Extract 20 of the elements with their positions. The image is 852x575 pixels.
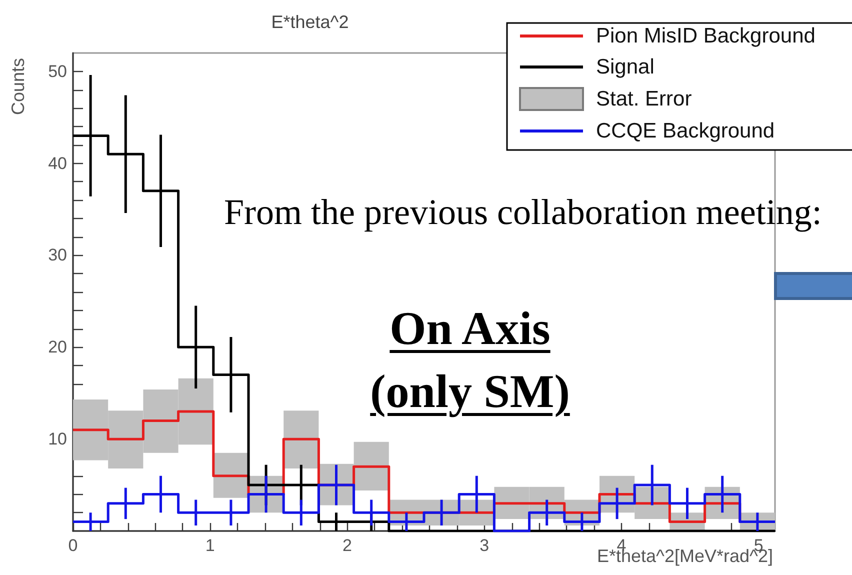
x-tick-label: 2 xyxy=(342,536,352,555)
annotation: On Axis xyxy=(390,302,550,356)
annotation: (only SM) xyxy=(370,365,570,420)
x-tick-label: 3 xyxy=(480,536,490,555)
y-axis-title: Counts xyxy=(8,58,28,116)
x-tick-label: 1 xyxy=(205,536,215,555)
y-tick-label: 20 xyxy=(48,338,67,357)
annotation: From the previous collaboration meeting: xyxy=(224,192,822,234)
y-tick-label: 30 xyxy=(48,246,67,265)
legend-label: Stat. Error xyxy=(596,88,692,110)
legend-label: CCQE Background xyxy=(596,120,775,142)
legend-label: Pion MisID Background xyxy=(596,24,816,48)
y-tick-label: 50 xyxy=(48,62,67,81)
y-tick-label: 40 xyxy=(48,154,67,173)
chart-title: E*theta^2 xyxy=(271,12,349,32)
x-tick-label: 0 xyxy=(68,536,78,555)
y-tick-label: 10 xyxy=(48,430,67,449)
bar xyxy=(213,452,248,498)
legend-label: Signal xyxy=(596,56,654,78)
bar xyxy=(284,410,319,468)
